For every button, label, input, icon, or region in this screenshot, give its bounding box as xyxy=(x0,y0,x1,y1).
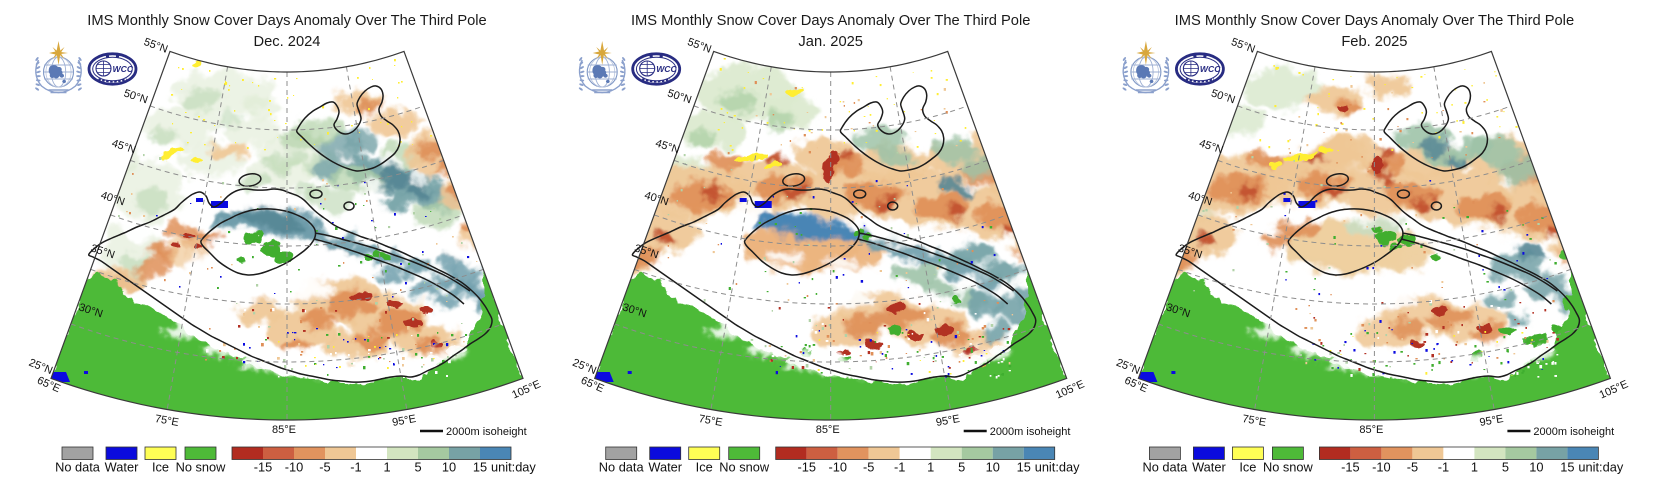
svg-text:No snow: No snow xyxy=(719,460,770,475)
svg-text:unit:day: unit:day xyxy=(1035,460,1080,475)
svg-text:75°E: 75°E xyxy=(1241,413,1267,429)
svg-text:-5: -5 xyxy=(319,460,330,475)
svg-text:15: 15 xyxy=(1017,460,1031,475)
svg-text:5: 5 xyxy=(414,460,421,475)
svg-text:IMS Monthly Snow Cover Days An: IMS Monthly Snow Cover Days Anomaly Over… xyxy=(1175,13,1574,29)
svg-text:2000m isoheight: 2000m isoheight xyxy=(446,426,527,438)
svg-text:-1: -1 xyxy=(1438,460,1449,475)
svg-text:95°E: 95°E xyxy=(391,413,417,429)
svg-text:-5: -5 xyxy=(863,460,874,475)
svg-text:Feb. 2025: Feb. 2025 xyxy=(1341,34,1407,50)
svg-text:Ice: Ice xyxy=(1239,460,1256,475)
svg-text:15: 15 xyxy=(473,460,487,475)
svg-text:85°E: 85°E xyxy=(816,424,840,436)
svg-text:Jan. 2025: Jan. 2025 xyxy=(798,34,863,50)
svg-text:-15: -15 xyxy=(254,460,273,475)
svg-text:IMS Monthly Snow Cover Days An: IMS Monthly Snow Cover Days Anomaly Over… xyxy=(631,13,1030,29)
svg-text:-10: -10 xyxy=(285,460,304,475)
svg-text:-10: -10 xyxy=(828,460,847,475)
svg-text:-5: -5 xyxy=(1407,460,1418,475)
svg-text:-1: -1 xyxy=(350,460,361,475)
svg-text:Ice: Ice xyxy=(152,460,169,475)
svg-text:unit:day: unit:day xyxy=(491,460,536,475)
svg-text:1: 1 xyxy=(927,460,934,475)
svg-text:Water: Water xyxy=(105,460,139,475)
svg-text:5: 5 xyxy=(958,460,965,475)
svg-text:unit:day: unit:day xyxy=(1578,460,1623,475)
svg-text:10: 10 xyxy=(986,460,1000,475)
svg-text:95°E: 95°E xyxy=(1479,413,1505,429)
svg-text:10: 10 xyxy=(442,460,456,475)
svg-text:Ice: Ice xyxy=(696,460,713,475)
svg-text:No data: No data xyxy=(1142,460,1188,475)
svg-text:2000m isoheight: 2000m isoheight xyxy=(1533,426,1614,438)
svg-text:No data: No data xyxy=(599,460,645,475)
svg-text:10: 10 xyxy=(1529,460,1543,475)
svg-text:IMS Monthly Snow Cover Days An: IMS Monthly Snow Cover Days Anomaly Over… xyxy=(87,13,486,29)
svg-text:No snow: No snow xyxy=(1263,460,1314,475)
svg-text:85°E: 85°E xyxy=(272,424,296,436)
svg-text:1: 1 xyxy=(1471,460,1478,475)
svg-text:-15: -15 xyxy=(797,460,816,475)
svg-text:15: 15 xyxy=(1560,460,1574,475)
svg-text:1: 1 xyxy=(383,460,390,475)
svg-text:Dec. 2024: Dec. 2024 xyxy=(254,34,321,50)
svg-text:WCC: WCC xyxy=(113,64,134,74)
svg-text:2000m isoheight: 2000m isoheight xyxy=(990,426,1071,438)
svg-text:-10: -10 xyxy=(1372,460,1391,475)
svg-text:Water: Water xyxy=(1192,460,1226,475)
svg-text:Water: Water xyxy=(648,460,682,475)
svg-text:95°E: 95°E xyxy=(935,413,961,429)
svg-text:WCC: WCC xyxy=(656,64,677,74)
svg-text:85°E: 85°E xyxy=(1359,424,1383,436)
svg-text:No snow: No snow xyxy=(176,460,227,475)
svg-text:No data: No data xyxy=(55,460,101,475)
svg-text:75°E: 75°E xyxy=(698,413,724,429)
svg-text:-1: -1 xyxy=(894,460,905,475)
svg-text:75°E: 75°E xyxy=(154,413,180,429)
svg-text:5: 5 xyxy=(1502,460,1509,475)
svg-text:WCC: WCC xyxy=(1200,64,1221,74)
svg-text:-15: -15 xyxy=(1341,460,1360,475)
